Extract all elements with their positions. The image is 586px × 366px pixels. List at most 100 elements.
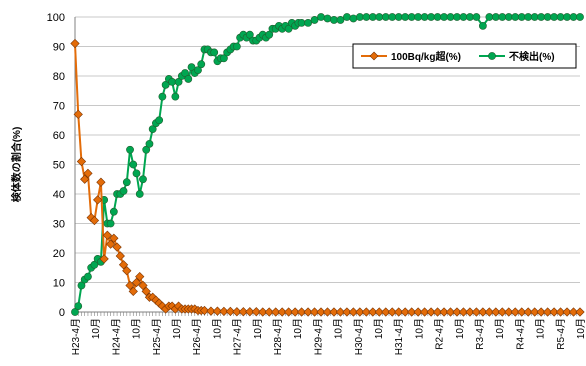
- data-point: [550, 13, 559, 21]
- y-tick-labels: 0 10 20 30 40 50 60 70 80 90 100: [47, 12, 65, 319]
- data-point: [537, 13, 546, 21]
- data-point: [284, 307, 294, 317]
- data-point: [89, 215, 100, 226]
- x-tick-label: 10月: [454, 318, 466, 339]
- data-point: [362, 13, 371, 21]
- x-tick-label: 10月: [90, 318, 102, 339]
- data-point: [563, 13, 571, 21]
- data-point: [517, 13, 526, 21]
- data-point: [155, 116, 164, 125]
- series-layer: [70, 13, 585, 317]
- series-over-100bq: [70, 38, 585, 317]
- y-tick-label: 70: [53, 101, 65, 113]
- y-tick-label: 90: [53, 42, 65, 54]
- data-point: [303, 307, 313, 317]
- data-point: [232, 307, 242, 317]
- data-point: [142, 145, 151, 154]
- data-point: [84, 272, 92, 281]
- data-point: [135, 271, 145, 282]
- data-point: [212, 306, 223, 316]
- data-point: [168, 78, 177, 86]
- legend: 100Bq/kg超(%) 不検出(%): [352, 43, 577, 69]
- y-tick-label: 20: [53, 248, 65, 260]
- data-point: [122, 266, 132, 276]
- data-point: [271, 307, 281, 317]
- data-point: [388, 13, 397, 21]
- x-tick-label: R2-4月: [434, 318, 446, 350]
- data-point: [433, 13, 442, 21]
- data-point: [210, 48, 219, 57]
- x-tick-label: 10月: [211, 318, 223, 339]
- x-tick-label: H26-4月: [191, 318, 203, 355]
- data-point: [329, 307, 339, 317]
- data-point: [297, 18, 306, 27]
- legend-box: [352, 43, 577, 69]
- x-tick-label: R3-4月: [474, 318, 486, 350]
- data-point: [115, 251, 125, 261]
- y-axis-title: 検体数の割合(%): [10, 127, 23, 203]
- legend-label: 100Bq/kg超(%): [391, 50, 461, 63]
- data-point: [96, 177, 106, 187]
- data-point: [148, 125, 157, 134]
- data-point: [466, 13, 474, 21]
- x-tick-label: H23-4月: [70, 318, 82, 355]
- data-point: [71, 308, 79, 316]
- data-point: [158, 92, 167, 101]
- data-point: [426, 307, 436, 317]
- data-point: [245, 307, 255, 317]
- data-point: [122, 178, 131, 187]
- data-point: [90, 260, 99, 269]
- data-point: [264, 307, 274, 317]
- x-tick-label: H31-4月: [393, 318, 405, 355]
- legend-marker: [488, 52, 496, 60]
- data-point: [459, 13, 468, 21]
- data-point: [225, 306, 236, 317]
- data-point: [478, 21, 487, 30]
- data-point: [109, 233, 119, 243]
- data-point: [317, 13, 325, 21]
- data-point: [452, 307, 462, 317]
- data-point: [530, 307, 540, 317]
- data-point: [238, 307, 248, 317]
- y-tick-label: 30: [53, 219, 65, 231]
- data-point: [355, 307, 365, 317]
- data-point: [77, 281, 86, 290]
- data-point: [349, 14, 358, 23]
- x-tick-label: 10月: [373, 318, 385, 339]
- data-point: [335, 307, 346, 317]
- data-point: [197, 60, 206, 69]
- data-point: [387, 307, 397, 317]
- data-point: [504, 13, 513, 21]
- data-point: [258, 307, 268, 317]
- data-point: [458, 307, 469, 317]
- data-point: [70, 38, 80, 49]
- data-point: [106, 219, 115, 228]
- legend-label: 不検出(%): [509, 50, 555, 63]
- data-point: [145, 139, 154, 148]
- data-point: [549, 307, 559, 317]
- data-point: [491, 307, 501, 317]
- data-point: [381, 307, 391, 317]
- data-point: [361, 307, 371, 317]
- data-point: [510, 307, 520, 317]
- x-tick-label: 10月: [494, 318, 506, 339]
- data-point: [194, 66, 202, 74]
- x-tick-label: 10月: [252, 318, 264, 339]
- x-tick-label: 10月: [171, 318, 183, 339]
- data-point: [290, 307, 300, 317]
- y-tick-label: 10: [53, 278, 65, 290]
- data-point: [419, 307, 430, 317]
- data-point: [135, 190, 144, 198]
- data-point: [427, 13, 435, 21]
- data-point: [381, 13, 390, 21]
- x-tick-label: 10月: [575, 318, 586, 339]
- data-point: [465, 307, 475, 317]
- y-tick-label: 60: [53, 130, 65, 142]
- data-point: [394, 13, 403, 21]
- data-point: [119, 187, 128, 195]
- data-point: [491, 13, 500, 21]
- data-point: [138, 280, 148, 291]
- data-point: [139, 175, 147, 184]
- x-tick-label: R4-4月: [514, 318, 526, 350]
